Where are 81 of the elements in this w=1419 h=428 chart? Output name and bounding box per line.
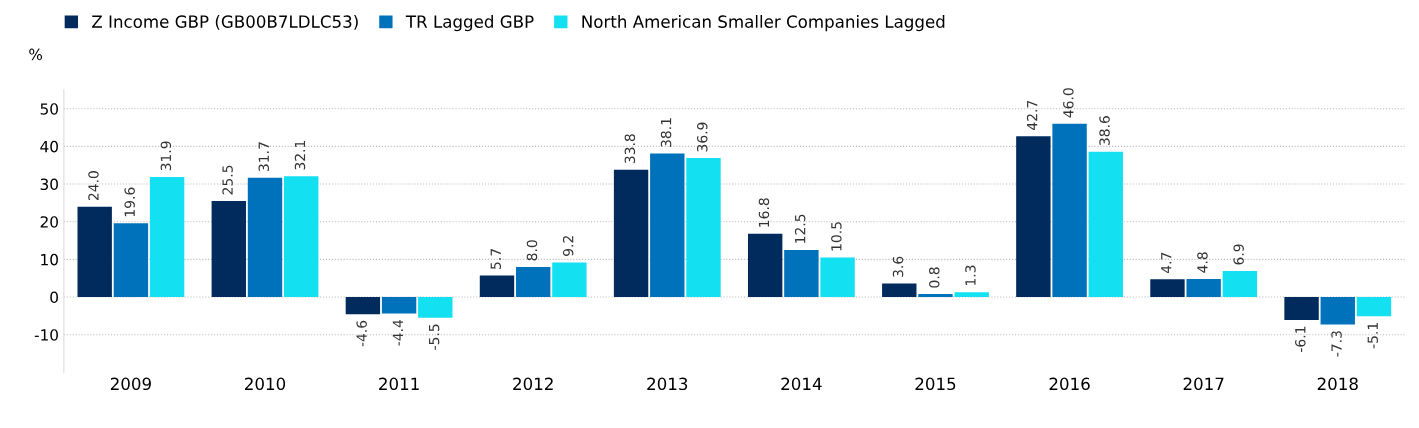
y-tick-label: 20 — [40, 216, 58, 228]
data-label: 33.8 — [624, 134, 636, 164]
bar — [1356, 297, 1392, 317]
data-label: -6.1 — [1295, 326, 1306, 352]
data-label: 4.8 — [1197, 252, 1208, 273]
bar — [613, 169, 649, 298]
bar — [1016, 136, 1051, 298]
bar — [1222, 271, 1258, 298]
x-tick-label: 2015 — [915, 377, 956, 391]
bar — [149, 176, 185, 298]
x-tick-label: 2014 — [781, 377, 822, 391]
data-label: 19.6 — [124, 187, 135, 217]
bar — [552, 262, 587, 298]
y-tick-label: 50 — [40, 103, 58, 115]
bar — [77, 206, 112, 298]
x-tick-label: 2009 — [110, 377, 151, 391]
bar — [1186, 278, 1221, 298]
bar — [211, 200, 246, 298]
data-label: -4.6 — [356, 320, 367, 347]
data-label: 9.2 — [562, 236, 574, 256]
x-tick-label: 2013 — [647, 377, 688, 391]
data-label: 42.7 — [1026, 100, 1038, 130]
x-tick-label: 2018 — [1317, 377, 1358, 391]
data-label: -7.3 — [1331, 331, 1342, 357]
bar — [1150, 279, 1185, 298]
y-tick-label: 40 — [40, 140, 58, 153]
bar — [918, 294, 953, 298]
data-label: 36.9 — [697, 122, 708, 152]
y-tick-label: 10 — [41, 253, 58, 266]
data-label: 38.1 — [660, 118, 672, 147]
bar — [1052, 123, 1087, 298]
bar — [650, 153, 685, 298]
bar — [284, 176, 319, 298]
bar — [1088, 151, 1123, 298]
data-label: 25.5 — [222, 165, 233, 195]
bar — [515, 266, 551, 298]
bar — [479, 275, 515, 298]
data-label: 16.8 — [758, 198, 770, 227]
data-label: -5.1 — [1367, 323, 1378, 349]
data-label: -5.5 — [429, 324, 440, 350]
data-label: 6.9 — [1233, 244, 1244, 265]
bar — [882, 283, 917, 298]
data-label: 10.5 — [831, 222, 842, 251]
bar — [954, 292, 989, 298]
bar — [1320, 297, 1355, 325]
data-label: 3.6 — [892, 256, 904, 277]
x-tick-label: 2016 — [1049, 377, 1090, 391]
data-label: 1.3 — [965, 265, 976, 286]
data-label: 38.6 — [1099, 116, 1110, 146]
bar — [1284, 297, 1319, 321]
bar — [418, 297, 453, 318]
data-label: 31.7 — [258, 142, 270, 172]
bar — [686, 158, 721, 298]
y-tick-label: 0 — [50, 291, 58, 304]
legend-label: Z Income GBP (GB00B7LDLC53) — [92, 15, 358, 30]
legend-label: North American Smaller Companies Lagged — [582, 15, 945, 32]
x-tick-label: 2010 — [245, 377, 286, 391]
data-label: 46.0 — [1063, 88, 1074, 118]
bar — [345, 297, 381, 315]
x-tick-label: 2011 — [379, 377, 419, 391]
data-label: -4.4 — [392, 319, 403, 346]
bar — [820, 257, 855, 298]
bar — [747, 233, 783, 298]
data-label: 31.9 — [160, 141, 172, 171]
y-axis-title: % — [29, 48, 43, 61]
data-label: 24.0 — [88, 171, 99, 201]
bar — [784, 249, 819, 298]
y-tick-label: 30 — [40, 178, 58, 191]
data-label: 12.5 — [794, 214, 806, 243]
bar — [247, 177, 283, 298]
bar — [113, 223, 149, 298]
y-tick-label: -10 — [34, 329, 58, 341]
bar — [381, 297, 417, 314]
data-label: 8.0 — [526, 240, 538, 261]
legend-label: TR Lagged GBP — [405, 15, 534, 32]
x-tick-label: 2012 — [513, 377, 553, 391]
data-label: 5.7 — [490, 249, 502, 269]
x-tick-label: 2017 — [1183, 377, 1224, 391]
data-label: 4.7 — [1161, 252, 1172, 274]
data-label: 32.1 — [294, 140, 306, 170]
data-label: 0.8 — [929, 267, 940, 288]
